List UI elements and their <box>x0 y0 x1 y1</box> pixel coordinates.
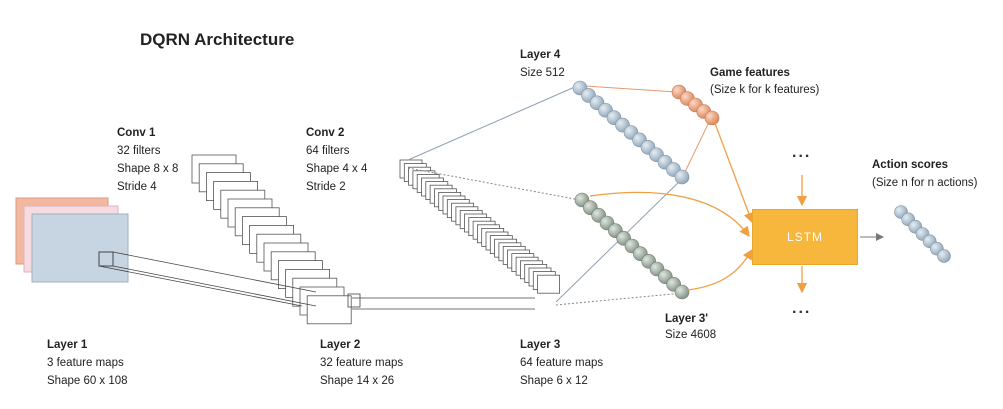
layer3-title: Layer 3 <box>520 339 561 351</box>
action-scores-title: Action scores <box>872 159 949 171</box>
conv2-stride: Stride 2 <box>306 181 346 193</box>
layer3-prime-node <box>674 284 690 300</box>
conv1-filters: 32 filters <box>117 145 161 157</box>
lstm-box: LSTM <box>752 209 858 265</box>
game-features-title: Game features <box>710 67 790 79</box>
layer4-title: Layer 4 <box>520 49 561 61</box>
layer1-title: Layer 1 <box>47 339 88 351</box>
layer1-maps: 3 feature maps <box>47 357 124 369</box>
conv2-filter-stack <box>399 159 560 294</box>
ellipsis-bottom: ... <box>792 300 812 317</box>
lstm-label: LSTM <box>786 230 823 244</box>
layer3-shape: Shape 6 x 12 <box>520 375 588 387</box>
layer3-prime-nodes <box>574 192 690 300</box>
action-score-node <box>937 249 951 263</box>
action-scores-size: (Size n for n actions) <box>872 177 978 189</box>
layer2-maps: 32 feature maps <box>320 357 404 369</box>
layer2-title: Layer 2 <box>320 339 361 351</box>
receptive-field-lines <box>98 251 535 310</box>
conv2-filter <box>537 274 560 294</box>
game-feature-nodes <box>671 84 720 126</box>
conv2-title: Conv 2 <box>306 127 345 139</box>
layer2-shape: Shape 14 x 26 <box>320 375 395 387</box>
layer1-input-maps <box>15 197 129 283</box>
ellipsis-top: ... <box>792 144 812 161</box>
layer4-size: Size 512 <box>520 67 565 79</box>
conv1-title: Conv 1 <box>117 127 156 139</box>
layer3-prime-size: Size 4608 <box>665 329 717 341</box>
conv1-shape: Shape 8 x 8 <box>117 163 179 175</box>
conv1-stride: Stride 4 <box>117 181 157 193</box>
conv2-filters: 64 filters <box>306 145 350 157</box>
diagram-title: DQRN Architecture <box>140 30 295 49</box>
layer4-node <box>674 169 690 185</box>
action-score-nodes <box>894 205 951 263</box>
game-feature-node <box>704 110 720 126</box>
layer4-nodes <box>572 80 690 185</box>
layer1-shape: Shape 60 x 108 <box>47 375 128 387</box>
conv1-filter-stack <box>191 154 352 325</box>
conv2-shape: Shape 4 x 4 <box>306 163 368 175</box>
layer3-maps: 64 feature maps <box>520 357 604 369</box>
layer3-prime-title: Layer 3' <box>665 313 709 325</box>
game-features-size: (Size k for k features) <box>710 84 820 96</box>
conv1-filter <box>306 295 352 325</box>
lstm-arrows <box>589 117 884 294</box>
